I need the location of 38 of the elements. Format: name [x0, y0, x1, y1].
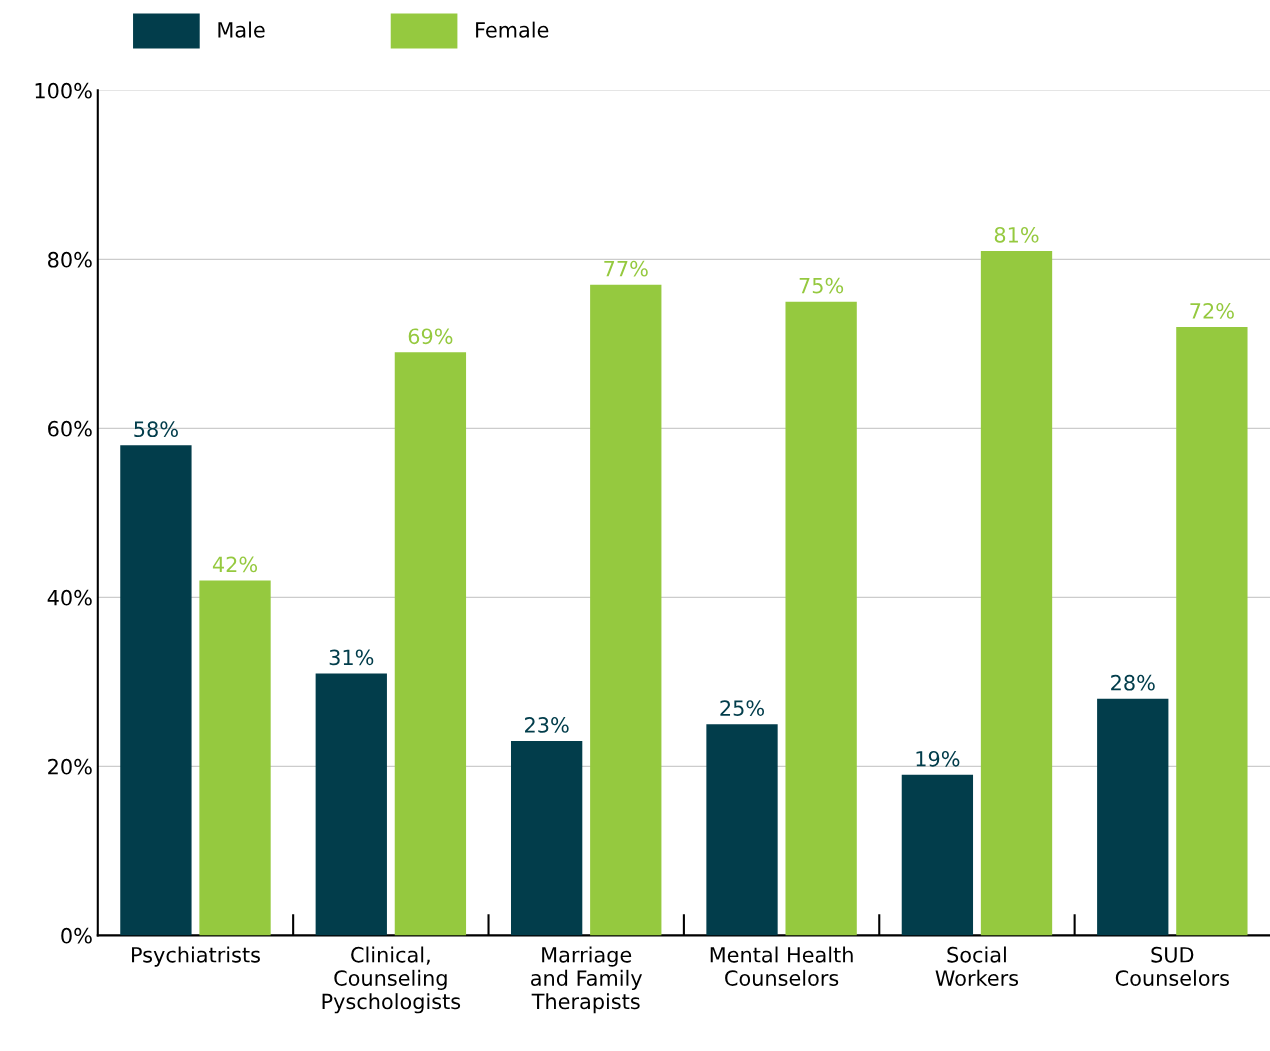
x-tick-label: Mental Health Counselors [710, 946, 853, 986]
bar [980, 250, 1053, 936]
x-tick-label: SUD Counselors [1115, 946, 1229, 986]
data-label: 69% [408, 328, 453, 345]
data-label: 81% [994, 226, 1039, 243]
y-tick-label: 0% [61, 927, 92, 944]
data-label: 25% [720, 700, 765, 716]
data-label: 58% [134, 421, 178, 438]
data-label: 23% [525, 717, 569, 733]
bar [706, 724, 778, 936]
bar [785, 301, 857, 936]
data-label: 75% [799, 277, 844, 294]
data-label: 42% [212, 556, 258, 573]
data-label: 72% [1190, 303, 1234, 319]
x-tick-label: Social Workers [935, 946, 1019, 986]
bar [120, 445, 192, 936]
bar [590, 284, 662, 936]
y-tick-label: 100% [35, 82, 92, 99]
bar [315, 673, 387, 936]
y-tick-label: 80% [48, 251, 92, 268]
data-label: 31% [329, 649, 374, 666]
bar [901, 774, 974, 936]
bar [394, 352, 467, 936]
y-tick-label: 60% [48, 420, 92, 437]
x-tick-label: Marriage and Family Therapists [531, 946, 643, 1014]
bar [199, 580, 271, 936]
bar [1176, 326, 1248, 936]
bar [1097, 698, 1169, 936]
data-label: 28% [1111, 674, 1155, 691]
data-label: 77% [604, 260, 648, 277]
x-tick-label: Clinical, Counseling Pyschologists [322, 946, 461, 1014]
legend-label: Female [476, 21, 549, 38]
data-label: 19% [916, 750, 960, 767]
legend-label: Male [218, 21, 265, 38]
y-tick-label: 20% [48, 758, 92, 775]
x-tick-label: Psychiatrists [132, 946, 260, 967]
y-tick-label: 40% [47, 589, 92, 606]
bar [510, 741, 583, 936]
